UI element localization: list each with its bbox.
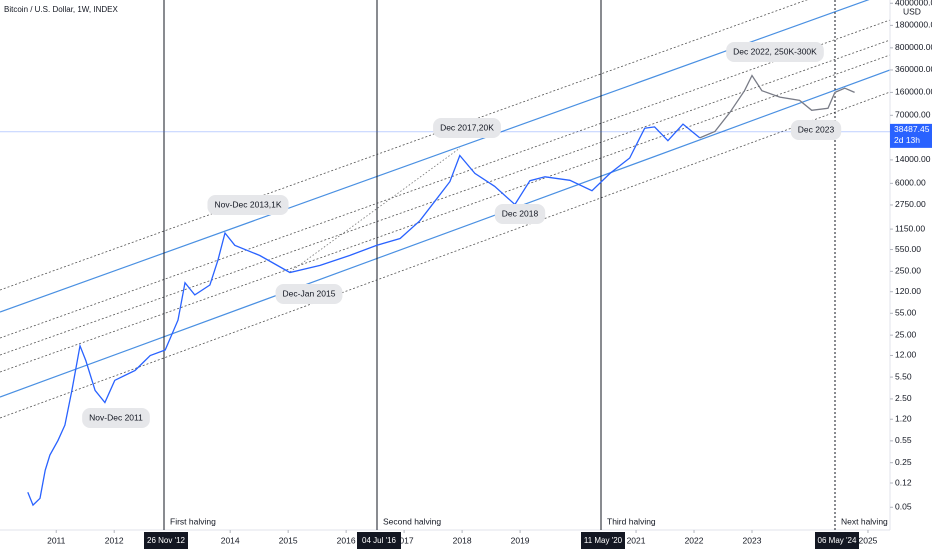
countdown: 2d 13h bbox=[894, 135, 920, 145]
y-tick-label: 1150.00 bbox=[895, 223, 925, 233]
halving-date: 11 May '20 bbox=[584, 536, 623, 545]
annotation-bubble bbox=[433, 118, 501, 138]
y-tick-label: 5.50 bbox=[895, 371, 912, 381]
x-tick-label: 2023 bbox=[743, 535, 762, 545]
y-tick-label: 800000.00 bbox=[895, 42, 932, 52]
y-tick-label: 1800000.00 bbox=[895, 20, 932, 30]
halving-date: 06 May '24 bbox=[818, 536, 857, 545]
y-tick-label: 12.00 bbox=[895, 350, 917, 360]
y-tick-label: 550.00 bbox=[895, 244, 921, 254]
annotation: Dec 2022, 250K-300K bbox=[733, 46, 817, 56]
x-tick-label: 2011 bbox=[47, 535, 66, 545]
annotation-bubble bbox=[207, 195, 289, 215]
halving-date-box bbox=[144, 532, 188, 549]
x-tick-label: 2015 bbox=[279, 535, 298, 545]
annotation-bubble bbox=[275, 284, 343, 304]
halving-label: Third halving bbox=[607, 516, 656, 526]
price-line bbox=[27, 123, 701, 507]
annotation: Dec 2023 bbox=[798, 124, 835, 134]
halving-date-box bbox=[581, 532, 625, 549]
x-tick-label: 2025 bbox=[859, 535, 878, 545]
halving-date-box bbox=[815, 532, 859, 549]
annotation: Nov-Dec 2011 bbox=[89, 412, 143, 422]
annotation: Nov-Dec 2013,1K bbox=[214, 199, 281, 209]
y-tick-label: 120.00 bbox=[895, 286, 921, 296]
y-tick-label: 160000.00 bbox=[895, 87, 932, 97]
channel-lines bbox=[0, 0, 890, 419]
y-tick-label: 0.05 bbox=[895, 502, 912, 512]
x-tick-label: 2016 bbox=[337, 535, 356, 545]
x-tick-label: 2022 bbox=[685, 535, 704, 545]
x-tick-label: 2012 bbox=[105, 535, 124, 545]
annotation: Dec 2017,20K bbox=[440, 122, 494, 132]
chart-title: Bitcoin / U.S. Dollar, 1W, INDEX bbox=[4, 5, 118, 14]
halving-date-box bbox=[357, 532, 401, 549]
y-tick-label: 14000.00 bbox=[895, 154, 931, 164]
y-tick-label: 0.55 bbox=[895, 435, 912, 445]
annotation-bubble bbox=[82, 408, 150, 428]
x-tick-label: 2017 bbox=[395, 535, 414, 545]
y-tick-label: 4000000.00 bbox=[895, 0, 932, 8]
y-tick-label: 360000.00 bbox=[895, 64, 932, 74]
x-tick-label: 2019 bbox=[511, 535, 530, 545]
price-line bbox=[699, 74, 855, 139]
annotation-bubble bbox=[790, 120, 842, 140]
y-tick-label: 1.20 bbox=[895, 413, 912, 423]
annotation-bubble bbox=[726, 42, 824, 62]
y-tick-label: 2750.00 bbox=[895, 199, 926, 209]
y-tick-label: 25.00 bbox=[895, 329, 917, 339]
annotation: Dec-Jan 2015 bbox=[283, 288, 336, 298]
y-tick-label: 250.00 bbox=[895, 266, 921, 276]
x-tick-label: 2021 bbox=[627, 535, 646, 545]
y-tick-label: 55.00 bbox=[895, 308, 917, 318]
y-tick-label: 6000.00 bbox=[895, 178, 926, 188]
halving-label: Next halving bbox=[841, 516, 888, 526]
y-tick-label: 70000.00 bbox=[895, 110, 931, 120]
annotation-bubble bbox=[494, 204, 546, 224]
y-tick-label: 0.12 bbox=[895, 477, 912, 487]
y-tick-label: 2.50 bbox=[895, 393, 912, 403]
y-axis-label: USD bbox=[903, 6, 921, 16]
x-tick-label: 2018 bbox=[453, 535, 472, 545]
halving-label: Second halving bbox=[383, 516, 441, 526]
y-tick-label: 0.25 bbox=[895, 457, 912, 467]
current-price-box bbox=[890, 123, 932, 148]
price-lines bbox=[27, 74, 855, 507]
x-tick-label: 2014 bbox=[221, 535, 240, 545]
annotation: Dec 2018 bbox=[502, 208, 539, 218]
current-price-label: 38487.45 bbox=[894, 124, 930, 134]
halving-date: 04 Jul '16 bbox=[362, 536, 397, 545]
halving-label: First halving bbox=[170, 516, 216, 526]
halving-date: 26 Nov '12 bbox=[147, 536, 186, 545]
